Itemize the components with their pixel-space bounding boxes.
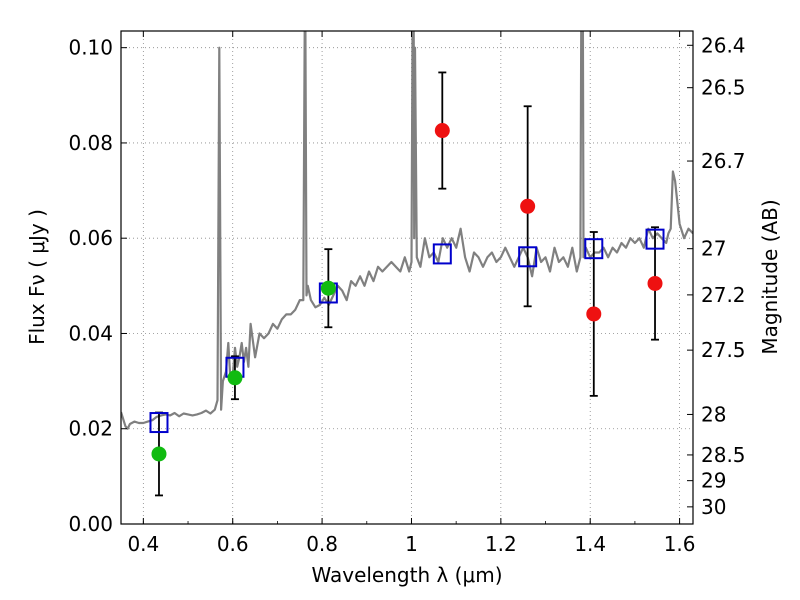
x-tick-label: 0.4: [127, 532, 159, 556]
y2-tick-label: 26.5: [701, 76, 746, 100]
y2-axis-title: Magnitude (AB): [758, 199, 782, 354]
tick-layer: 0.4 0.6 0.8 1 1.2 1.4 1.6 0.00 0.02 0.04 0.06 0.08 0…: [68, 31, 746, 556]
y2-tick-label: 26.4: [701, 33, 746, 57]
y-tick-label: 0.08: [68, 131, 113, 155]
y2-tick-label: 26.7: [701, 149, 746, 173]
y2-tick-label: 27.2: [701, 283, 746, 307]
y2-tick-label: 28.5: [701, 443, 746, 467]
x-tick-label: 1.2: [485, 532, 517, 556]
model-spectrum-line: [121, 31, 693, 430]
y2-tick-label: 27: [701, 237, 726, 261]
observed-flux-point: [227, 370, 243, 386]
x-tick-label: 0.8: [306, 532, 338, 556]
observed-flux-point: [647, 275, 663, 291]
x-tick-label: 0.6: [217, 532, 249, 556]
observed-flux-point: [434, 123, 450, 139]
model-spectrum-layer: [121, 31, 693, 430]
model-flux-square: [432, 243, 452, 265]
observed-flux-point: [520, 198, 536, 214]
y-axis-title: Flux Fν ( μJy ): [25, 209, 49, 345]
observed-flux-point: [151, 446, 167, 462]
x-axis-title: Wavelength λ (μm): [311, 563, 502, 587]
marker-layer: [149, 123, 665, 462]
observed-flux-point: [320, 280, 336, 296]
model-flux-square: [149, 412, 169, 434]
x-tick-label: 1.4: [574, 532, 606, 556]
y-tick-label: 0.06: [68, 226, 113, 250]
y2-tick-label: 27.5: [701, 338, 746, 362]
observed-flux-point: [586, 306, 602, 322]
y-tick-label: 0.02: [68, 417, 113, 441]
model-flux-square: [518, 246, 538, 268]
x-tick-label: 1: [405, 532, 418, 556]
plot-frame: [120, 30, 694, 525]
model-flux-square: [645, 228, 665, 250]
plot-background: [121, 31, 693, 524]
x-tick-label: 1.6: [664, 532, 696, 556]
y-tick-label: 0.04: [68, 321, 113, 345]
y2-tick-label: 29: [701, 469, 726, 493]
y2-tick-label: 28: [701, 402, 726, 426]
y-tick-label: 0.00: [68, 512, 113, 536]
y2-tick-label: 30: [701, 495, 726, 519]
model-flux-square: [584, 238, 604, 260]
y-tick-label: 0.10: [68, 36, 113, 60]
